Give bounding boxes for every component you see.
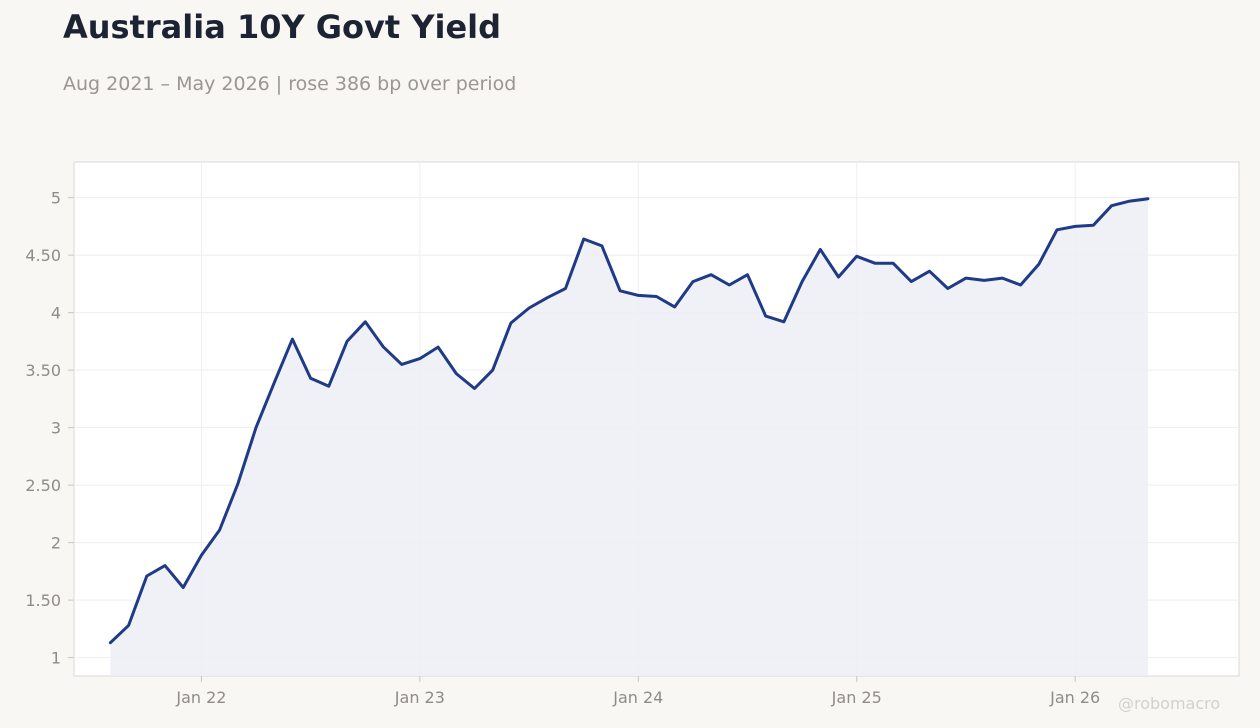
y-tick-label: 1.50 (25, 591, 61, 610)
data-point (928, 269, 932, 273)
x-tick-label: Jan 26 (1049, 688, 1100, 707)
data-point (1110, 204, 1114, 208)
data-point (837, 275, 841, 279)
data-point (199, 553, 203, 557)
data-point (454, 372, 458, 376)
x-tick-label: Jan 22 (175, 688, 226, 707)
data-point (1073, 224, 1077, 228)
y-tick-label: 1 (51, 649, 61, 668)
x-tick-label: Jan 25 (831, 688, 882, 707)
data-point (381, 345, 385, 349)
data-point (982, 278, 986, 282)
data-point (327, 384, 331, 388)
y-tick-label: 4.50 (25, 246, 61, 265)
data-point (946, 286, 950, 290)
y-tick-label: 3 (51, 419, 61, 438)
data-point (782, 320, 786, 324)
data-point (764, 314, 768, 318)
data-point (491, 368, 495, 372)
data-point (545, 296, 549, 300)
data-point (309, 376, 313, 380)
x-axis: Jan 22 Jan 23 Jan 24 Jan 25 Jan 26 (175, 676, 1100, 707)
yield-area-fill (110, 198, 1148, 677)
data-point (582, 237, 586, 241)
data-point (673, 305, 677, 309)
data-point (181, 585, 185, 589)
data-point (1146, 197, 1150, 201)
data-point (891, 261, 895, 265)
yield-series-line (108, 197, 1150, 645)
data-point (709, 273, 713, 277)
data-point (964, 276, 968, 280)
data-point (363, 320, 367, 324)
watermark: @robomacro (1118, 694, 1221, 713)
data-point (636, 293, 640, 297)
data-point (218, 528, 222, 532)
data-point (800, 280, 804, 284)
data-point (418, 357, 422, 361)
data-point (527, 306, 531, 310)
data-point (290, 337, 294, 341)
data-point (727, 283, 731, 287)
data-point (108, 641, 112, 645)
data-point (436, 345, 440, 349)
data-point (254, 426, 258, 430)
data-point (1000, 276, 1004, 280)
data-point (163, 564, 167, 568)
data-point (127, 623, 131, 627)
data-point (909, 280, 913, 284)
y-tick-label: 2.50 (25, 476, 61, 495)
y-tick-label: 3.50 (25, 361, 61, 380)
data-point (618, 289, 622, 293)
data-point (272, 381, 276, 385)
y-tick-label: 4 (51, 304, 61, 323)
data-point (1128, 199, 1132, 203)
x-tick-label: Jan 24 (612, 688, 663, 707)
y-tick-label: 2 (51, 534, 61, 553)
data-point (818, 247, 822, 251)
data-point (236, 482, 240, 486)
y-tick-label: 5 (51, 189, 61, 208)
data-point (472, 387, 476, 391)
chart-subtitle: Aug 2021 – May 2026 | rose 386 bp over p… (63, 73, 517, 95)
x-tick-label: Jan 23 (394, 688, 445, 707)
data-point (345, 339, 349, 343)
data-point (873, 261, 877, 265)
data-point (1037, 262, 1041, 266)
data-point (600, 244, 604, 248)
y-axis: 1 1.50 2 2.50 3 3.50 4 4.50 5 (25, 189, 74, 668)
data-point (509, 321, 513, 325)
data-point (400, 362, 404, 366)
chart-title: Australia 10Y Govt Yield (63, 8, 502, 46)
data-point (691, 280, 695, 284)
data-point (563, 286, 567, 290)
data-point (855, 254, 859, 258)
data-point (655, 295, 659, 299)
data-point (145, 574, 149, 578)
data-point (1091, 223, 1095, 227)
data-point (746, 273, 750, 277)
data-point (1055, 228, 1059, 232)
data-point (1019, 283, 1023, 287)
